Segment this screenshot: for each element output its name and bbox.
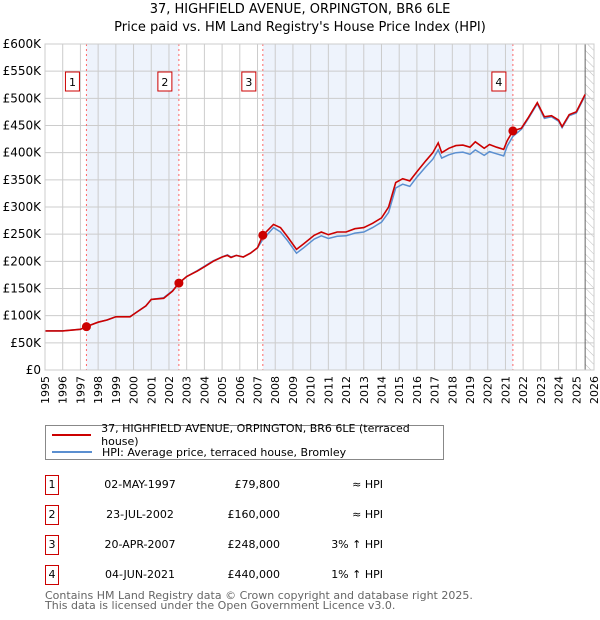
sale-label-box xyxy=(64,71,80,92)
x-tick-label: 2007 xyxy=(252,376,265,404)
y-tick-label: £300K xyxy=(3,200,43,214)
y-tick-label: £400K xyxy=(3,146,43,160)
sale-number: 2 xyxy=(45,505,59,525)
sale-label-box xyxy=(491,71,507,92)
sale-date: 23-JUL-2002 xyxy=(106,508,174,521)
price-chart: 1 2 3 4 1995 1996 1997 1998 1999 2000 2001 2002 2003… xyxy=(3,37,600,404)
x-tick-label: 2014 xyxy=(375,376,388,404)
y-tick-label: £250K xyxy=(3,227,43,241)
sale-label-box xyxy=(241,71,257,92)
legend-swatch-property xyxy=(52,434,92,436)
legend-label-property: 37, HIGHFIELD AVENUE, ORPINGTON, BR6 6LE… xyxy=(101,422,410,448)
x-tick-label: 2026 xyxy=(588,376,600,404)
legend: 37, HIGHFIELD AVENUE, ORPINGTON, BR6 6LE… xyxy=(45,422,444,460)
sale-label: 4 xyxy=(495,76,502,89)
x-tick-label: 1996 xyxy=(57,376,70,404)
footer-licence: This data is licensed under the Open Gov… xyxy=(45,599,396,612)
x-tick-label: 2001 xyxy=(145,376,158,404)
x-tick-label: 2023 xyxy=(535,376,548,404)
x-tick-label: 2009 xyxy=(287,376,300,404)
x-tick-label: 2025 xyxy=(570,376,583,404)
x-tick-label: 2024 xyxy=(553,376,566,404)
sale-label: 3 xyxy=(245,76,252,89)
x-tick-label: 2018 xyxy=(446,376,459,404)
sale-hpi: ≈ HPI xyxy=(352,508,383,521)
sale-number: 3 xyxy=(45,535,59,555)
x-tick-label: 2003 xyxy=(181,376,194,404)
sale-hpi: 3% ↑ HPI xyxy=(331,538,383,551)
x-tick-label: 2002 xyxy=(163,376,176,404)
plot-border xyxy=(44,43,595,371)
y-tick-label: £200K xyxy=(3,254,43,268)
sale-hpi: ≈ HPI xyxy=(352,478,383,491)
footer-copyright: Contains HM Land Registry data © Crown c… xyxy=(45,589,473,602)
sale-hpi: 1% ↑ HPI xyxy=(331,568,383,581)
y-tick-label: £500K xyxy=(3,91,43,105)
x-tick-label: 1999 xyxy=(110,376,123,404)
x-tick-label: 2012 xyxy=(340,376,353,404)
x-tick-label: 2004 xyxy=(198,376,211,404)
x-tick-label: 2015 xyxy=(393,376,406,404)
sale-date: 02-MAY-1997 xyxy=(104,478,176,491)
y-tick-label: £600K xyxy=(3,37,43,51)
sale-price: £440,000 xyxy=(227,568,281,581)
y-tick-label: £150K xyxy=(3,282,43,296)
x-tick-label: 2008 xyxy=(269,376,282,404)
x-tick-label: 2019 xyxy=(464,376,477,404)
x-tick-label: 1995 xyxy=(39,376,52,404)
property-line xyxy=(45,94,586,332)
x-tick-label: 2020 xyxy=(482,376,495,404)
sale-price: £160,000 xyxy=(227,508,281,521)
sale-date: 20-APR-2007 xyxy=(104,538,176,551)
sale-price: £248,000 xyxy=(227,538,281,551)
x-tick-label: 2017 xyxy=(429,376,442,404)
y-tick-label: £100K xyxy=(3,309,43,323)
sale-number: 1 xyxy=(45,475,59,495)
x-tick-label: 1998 xyxy=(92,376,105,404)
y-tick-label: £450K xyxy=(3,119,43,133)
x-tick-label: 2022 xyxy=(517,376,530,404)
sale-point xyxy=(258,230,268,240)
x-tick-label: 2010 xyxy=(305,376,318,404)
legend-label-hpi: HPI: Average price, terraced house, Brom… xyxy=(102,445,347,459)
sale-label: 2 xyxy=(161,76,168,89)
y-tick-label: £0 xyxy=(26,363,41,377)
sale-number: 4 xyxy=(45,565,59,585)
legend-item-hpi: HPI: Average price, terraced house, Brom… xyxy=(46,444,346,460)
x-tick-label: 2005 xyxy=(216,376,229,404)
y-tick-label: £350K xyxy=(3,173,43,187)
x-tick-label: 2021 xyxy=(499,376,512,404)
legend-item-property: 37, HIGHFIELD AVENUE, ORPINGTON, BR6 6LE… xyxy=(46,422,443,448)
sale-price: £79,800 xyxy=(234,478,281,491)
x-tick-label: 2006 xyxy=(234,376,247,404)
y-tick-label: £50K xyxy=(10,336,42,350)
sale-point xyxy=(81,322,91,332)
sale-date: 04-JUN-2021 xyxy=(104,568,176,581)
x-tick-label: 2016 xyxy=(411,376,424,404)
x-tick-label: 2013 xyxy=(358,376,371,404)
x-tick-label: 1997 xyxy=(74,376,87,404)
y-tick-label: £550K xyxy=(3,64,43,78)
sale-point xyxy=(508,126,518,136)
sale-label: 1 xyxy=(69,76,76,89)
chart-subtitle: Price paid vs. HM Land Registry's House … xyxy=(114,20,486,35)
sale-label-box xyxy=(157,71,173,92)
sale-point xyxy=(174,278,184,288)
x-tick-label: 2011 xyxy=(322,376,335,404)
legend-swatch-hpi xyxy=(52,451,92,453)
chart-title: 37, HIGHFIELD AVENUE, ORPINGTON, BR6 6LE xyxy=(149,2,451,17)
x-tick-label: 2000 xyxy=(128,376,141,404)
